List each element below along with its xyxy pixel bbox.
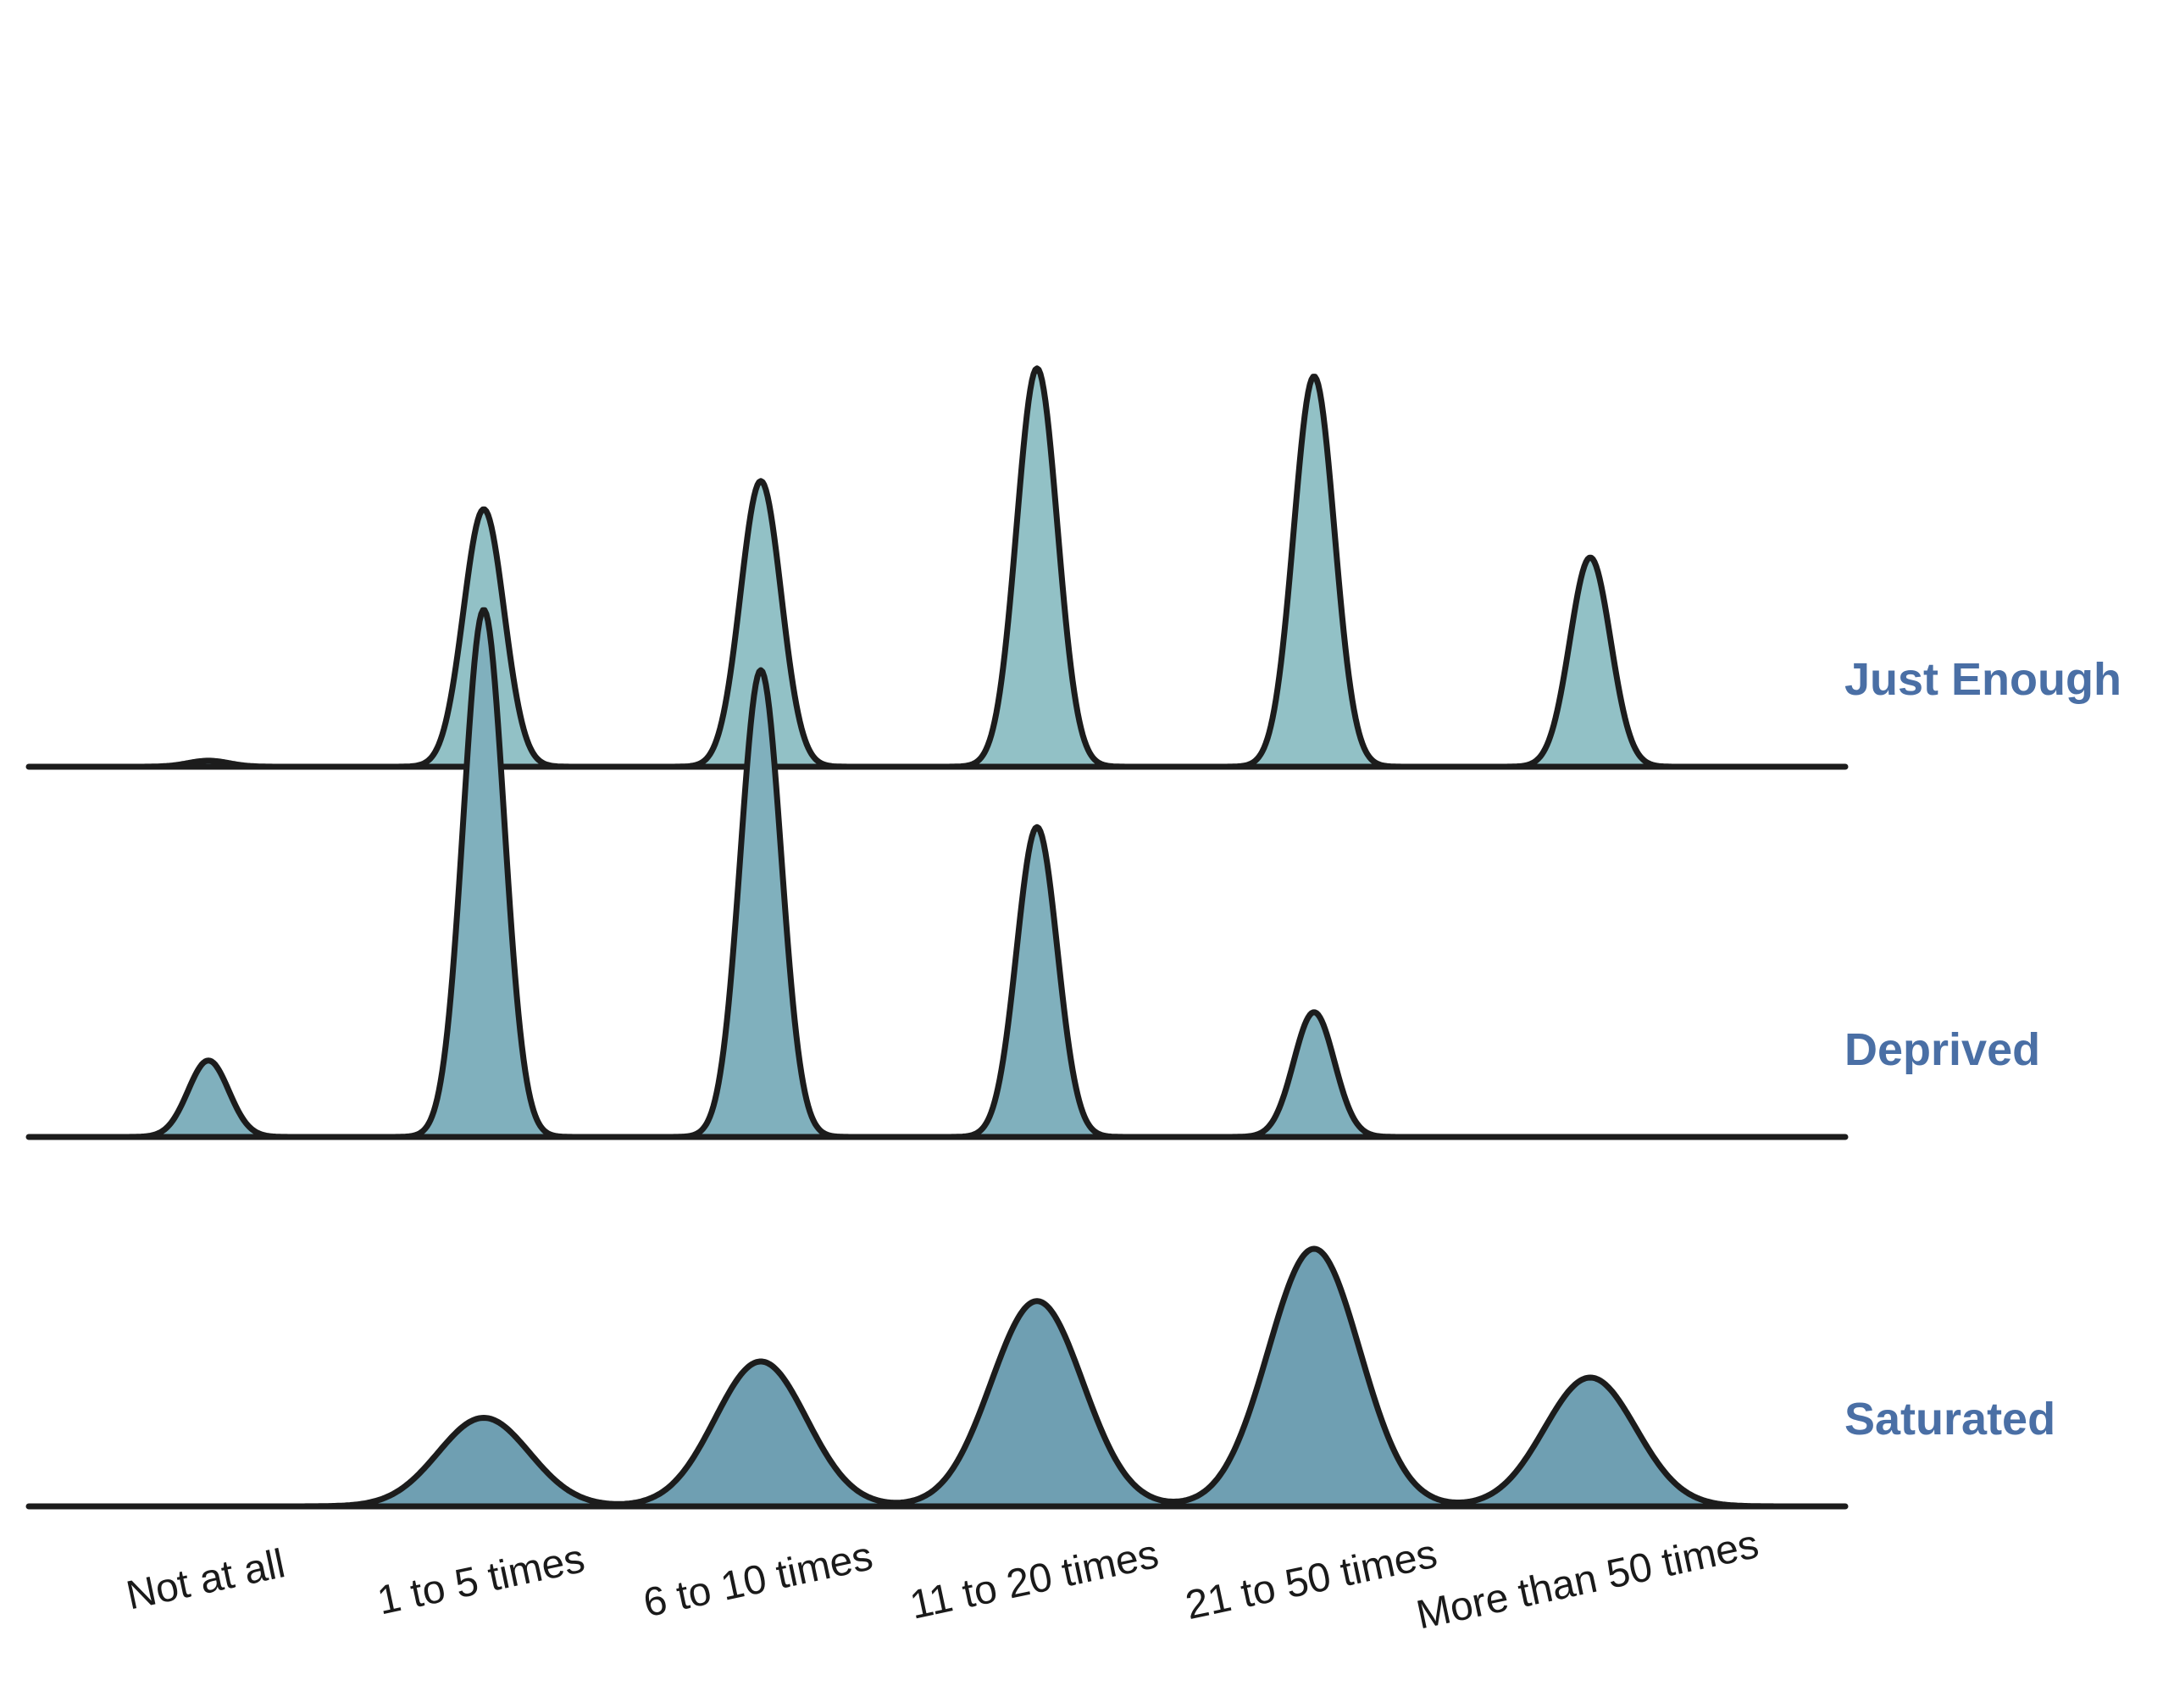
ridge-just-enough: [124, 365, 1675, 770]
group-label-saturated: Saturated: [1844, 1394, 2055, 1445]
ridge-saturated: [297, 1245, 1777, 1510]
x-tick-label: 6 to 10 times: [640, 1533, 877, 1626]
x-axis-tick-labels: Not at all 1 to 5 times 6 to 10 times 11 to…: [123, 1522, 1763, 1638]
x-tick-label: 21 to 50 times: [1182, 1532, 1441, 1629]
x-tick-label: More than 50 times: [1412, 1522, 1762, 1638]
group-label-deprived: Deprived: [1844, 1024, 2040, 1075]
x-tick-label: 1 to 5 times: [374, 1536, 589, 1623]
ridges-layer: [25, 365, 1849, 1510]
group-labels: Just Enough Deprived Saturated: [1844, 654, 2121, 1445]
ridge-deprived: [124, 607, 1399, 1140]
x-tick-label: Not at all: [123, 1541, 289, 1618]
x-tick-label: 11 to 20 times: [907, 1532, 1162, 1628]
group-label-just-enough: Just Enough: [1844, 654, 2121, 705]
